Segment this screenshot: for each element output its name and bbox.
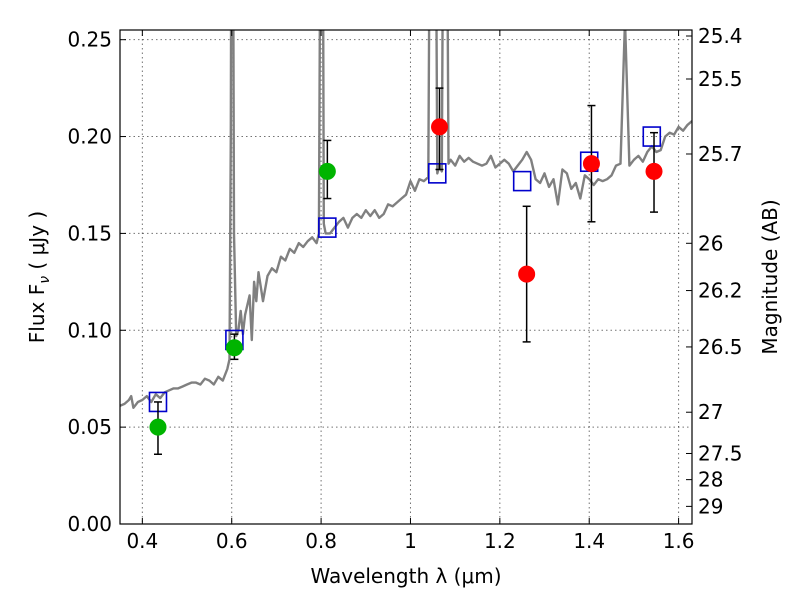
data-layer	[120, 30, 692, 413]
y-axis-right-title: Magnitude (AB)	[758, 199, 782, 354]
x-tick-label: 0.6	[216, 529, 248, 553]
y-axis-left-title-sub: ν	[37, 276, 53, 284]
right-tick-label: 28	[698, 468, 723, 492]
data-point	[225, 339, 243, 357]
error-bars	[149, 87, 663, 456]
y-tick-label: 0.10	[67, 318, 112, 342]
right-tick-label: 27	[698, 400, 723, 424]
y-axis-left-title: Flux Fν ( μJy )	[25, 211, 53, 343]
data-point	[318, 162, 336, 180]
y-axis-left-title-unit: ( μJy )	[25, 211, 49, 270]
right-tick-label: 26	[698, 231, 723, 255]
x-tick-label: 1.6	[663, 529, 695, 553]
x-axis-title: Wavelength λ (μm)	[310, 564, 501, 588]
x-tick-label: 0.8	[305, 529, 337, 553]
x-tick-label: 1	[404, 529, 417, 553]
model-square	[318, 217, 337, 238]
spectrum-line	[120, 30, 692, 409]
x-tick-label: 0.4	[126, 529, 158, 553]
right-tick-label: 26.5	[698, 335, 743, 359]
right-tick-label: 25.4	[698, 24, 743, 48]
right-tick-label: 25.5	[698, 67, 743, 91]
data-point	[149, 418, 167, 436]
data-point	[431, 118, 449, 136]
data-point	[582, 155, 600, 173]
right-tick-label: 26.2	[698, 279, 743, 303]
x-tick-label: 1.4	[573, 529, 605, 553]
y-tick-label: 0.20	[67, 125, 112, 149]
svg-text:Flux Fν ( μJy ): Flux Fν ( μJy )	[25, 211, 53, 343]
data-point	[645, 162, 663, 180]
right-tick-label: 29	[698, 494, 723, 518]
data-point	[518, 265, 536, 283]
axes: 0.4 0.6 0.8 1 1.2 1.4 1.6 0.00 0.05 0.10 0.15 0.20 0…	[67, 24, 742, 553]
x-tick-label: 1.2	[484, 529, 516, 553]
plot-frame	[119, 29, 693, 525]
grid-lines	[120, 30, 692, 525]
y-tick-label: 0.05	[67, 415, 112, 439]
right-tick-label: 25.7	[698, 142, 743, 166]
right-tick-label: 27.5	[698, 441, 743, 465]
model-square	[512, 170, 532, 192]
model-square	[427, 163, 447, 184]
y-axis-left-title-main: Flux F	[25, 284, 49, 343]
y-tick-label: 0.00	[67, 512, 112, 536]
y-tick-label: 0.15	[67, 221, 112, 245]
y-tick-label: 0.25	[67, 28, 112, 52]
model-square	[642, 126, 662, 147]
